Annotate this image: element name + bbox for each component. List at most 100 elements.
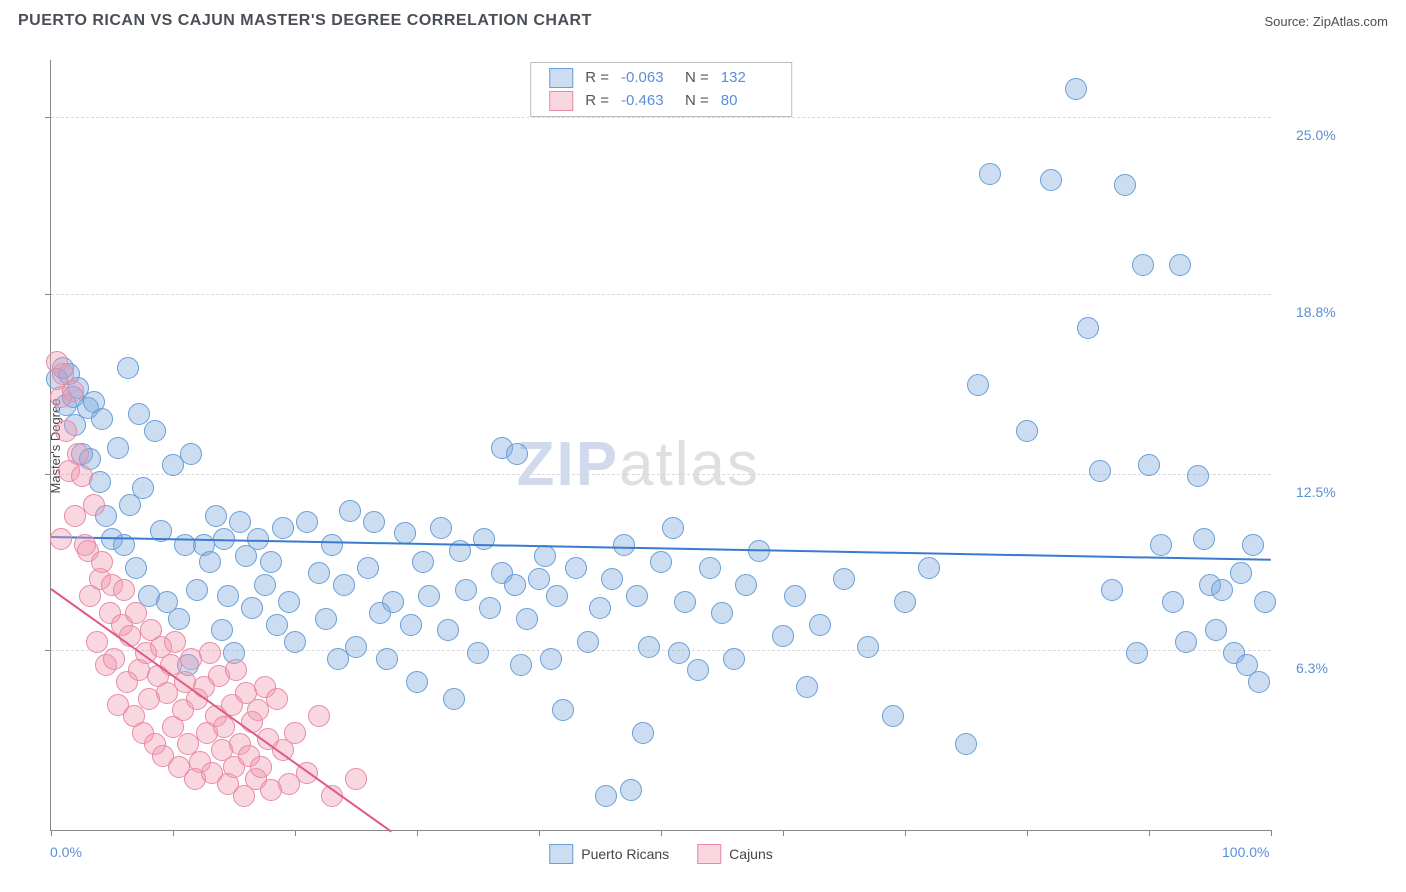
scatter-point <box>168 608 190 630</box>
scatter-point <box>266 688 288 710</box>
legend-label-puerto-ricans: Puerto Ricans <box>581 846 669 862</box>
scatter-point <box>723 648 745 670</box>
scatter-point <box>86 631 108 653</box>
scatter-point <box>967 374 989 396</box>
scatter-point <box>1211 579 1233 601</box>
scatter-point <box>225 659 247 681</box>
scatter-point <box>687 659 709 681</box>
stats-row-puerto-ricans: R = -0.063 N = 132 <box>549 67 773 90</box>
scatter-point <box>1242 534 1264 556</box>
gridline <box>51 474 1271 475</box>
scatter-point <box>1016 420 1038 442</box>
x-tick-label: 0.0% <box>50 844 82 860</box>
scatter-point <box>540 648 562 670</box>
stat-r-cajuns: -0.463 <box>621 90 673 113</box>
scatter-point <box>528 568 550 590</box>
scatter-point <box>735 574 757 596</box>
y-tick-label: 12.5% <box>1296 484 1336 500</box>
scatter-point <box>217 585 239 607</box>
scatter-point <box>1205 619 1227 641</box>
scatter-point <box>55 420 77 442</box>
scatter-point <box>394 522 416 544</box>
scatter-point <box>254 574 276 596</box>
scatter-point <box>1175 631 1197 653</box>
scatter-point <box>1187 465 1209 487</box>
scatter-point <box>308 562 330 584</box>
scatter-point <box>67 443 89 465</box>
scatter-point <box>620 779 642 801</box>
source-prefix: Source: <box>1264 14 1312 29</box>
legend-item-puerto-ricans: Puerto Ricans <box>549 844 669 864</box>
scatter-point <box>376 648 398 670</box>
scatter-point <box>315 608 337 630</box>
scatter-point <box>128 403 150 425</box>
scatter-point <box>662 517 684 539</box>
scatter-point <box>125 557 147 579</box>
x-tick <box>905 830 906 836</box>
scatter-point <box>784 585 806 607</box>
scatter-point <box>1077 317 1099 339</box>
x-tick <box>417 830 418 836</box>
y-tick-label: 6.3% <box>1296 660 1328 676</box>
scatter-point <box>1114 174 1136 196</box>
scatter-point <box>186 579 208 601</box>
scatter-point <box>626 585 648 607</box>
scatter-point <box>250 756 272 778</box>
source-link[interactable]: ZipAtlas.com <box>1313 14 1388 29</box>
x-tick-label: 100.0% <box>1222 844 1269 860</box>
scatter-point <box>284 631 306 653</box>
scatter-point <box>437 619 459 641</box>
x-tick <box>1271 830 1272 836</box>
scatter-point <box>546 585 568 607</box>
scatter-point <box>577 631 599 653</box>
chart-header: PUERTO RICAN VS CAJUN MASTER'S DEGREE CO… <box>18 12 1388 30</box>
scatter-point <box>103 648 125 670</box>
scatter-point <box>363 511 385 533</box>
plot-area: ZIPatlas R = -0.063 N = 132 R = -0.463 N… <box>50 60 1271 831</box>
scatter-point <box>650 551 672 573</box>
scatter-point <box>565 557 587 579</box>
x-tick <box>295 830 296 836</box>
y-tick <box>45 650 51 651</box>
scatter-point <box>62 380 84 402</box>
scatter-point <box>412 551 434 573</box>
scatter-point <box>510 654 532 676</box>
scatter-point <box>455 579 477 601</box>
scatter-point <box>199 551 221 573</box>
scatter-point <box>595 785 617 807</box>
scatter-point <box>308 705 330 727</box>
scatter-point <box>467 642 489 664</box>
scatter-point <box>199 642 221 664</box>
scatter-point <box>272 517 294 539</box>
x-tick <box>51 830 52 836</box>
scatter-point <box>479 597 501 619</box>
scatter-point <box>278 591 300 613</box>
scatter-point <box>1065 78 1087 100</box>
scatter-point <box>144 420 166 442</box>
scatter-point <box>809 614 831 636</box>
scatter-point <box>443 688 465 710</box>
scatter-point <box>506 443 528 465</box>
scatter-point <box>205 505 227 527</box>
scatter-point <box>589 597 611 619</box>
scatter-point <box>260 551 282 573</box>
scatter-point <box>266 614 288 636</box>
y-tick <box>45 294 51 295</box>
y-tick <box>45 474 51 475</box>
legend-item-cajuns: Cajuns <box>697 844 773 864</box>
stat-r-puerto-ricans: -0.063 <box>621 67 673 90</box>
scatter-point <box>382 591 404 613</box>
watermark-atlas: atlas <box>619 430 760 499</box>
watermark: ZIPatlas <box>517 429 760 500</box>
stats-row-cajuns: R = -0.463 N = 80 <box>549 90 773 113</box>
scatter-point <box>1193 528 1215 550</box>
scatter-point <box>601 568 623 590</box>
scatter-point <box>50 528 72 550</box>
y-tick <box>45 117 51 118</box>
scatter-point <box>117 357 139 379</box>
scatter-point <box>796 676 818 698</box>
scatter-point <box>699 557 721 579</box>
scatter-point <box>552 699 574 721</box>
scatter-point <box>345 636 367 658</box>
scatter-point <box>979 163 1001 185</box>
